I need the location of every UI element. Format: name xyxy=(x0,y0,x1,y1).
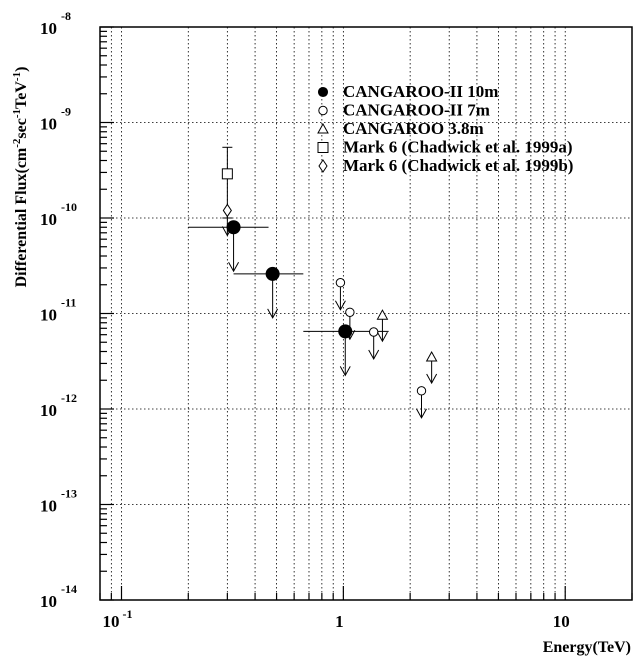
axis-ticks xyxy=(99,26,633,601)
y-axis-title-sup-b: -2 xyxy=(11,138,23,148)
legend-label: CANGAROO-II 10m xyxy=(343,82,498,101)
upper-limit-arrow xyxy=(228,227,240,273)
y-axis-title: Differential Flux(cm-2sec-1TeV-1) xyxy=(11,67,30,288)
data-point xyxy=(416,386,427,396)
y-tick-exponent: -10 xyxy=(61,200,77,214)
upper-limit-arrow-head xyxy=(344,330,356,341)
data-point xyxy=(265,266,280,281)
grid xyxy=(99,26,633,601)
upper-limit-arrow-head xyxy=(339,366,351,377)
x-tick-label: 10 -1 xyxy=(103,607,133,631)
x-tick-label: 10 xyxy=(553,612,570,631)
series-open-circle xyxy=(334,278,427,419)
upper-limit-arrow xyxy=(339,331,351,377)
x-tick-label: 1 xyxy=(335,612,344,631)
data-point xyxy=(345,307,355,317)
legend-marker xyxy=(318,159,328,173)
series-open-triangle xyxy=(376,309,438,385)
legend-entry: CANGAROO-II 7m xyxy=(318,101,490,120)
y-tick-label: 10 -13 xyxy=(40,487,77,516)
upper-limit-arrow-head xyxy=(267,308,279,319)
upper-limit-arrow-head xyxy=(368,349,380,361)
y-tick-label: 10 -11 xyxy=(40,296,76,325)
x-tick-labels: 10 -1 1 10 xyxy=(103,607,570,631)
upper-limit-arrow-head xyxy=(334,300,346,311)
y-tick-label: 10 -14 xyxy=(40,582,77,611)
y-axis-title-part-c: sec xyxy=(13,118,30,138)
y-tick-exponent: -13 xyxy=(61,487,77,501)
y-axis-title-sup-d: -1 xyxy=(11,109,23,118)
y-tick-base: 10 xyxy=(40,497,57,516)
x-axis-title: Energy(TeV) xyxy=(543,639,631,656)
y-tick-exponent: -9 xyxy=(61,105,71,119)
legend-marker xyxy=(317,122,329,134)
y-tick-exponent: -8 xyxy=(61,9,71,23)
upper-limit-arrow-head xyxy=(426,373,438,385)
y-tick-exponent: -11 xyxy=(61,296,76,310)
data-marks xyxy=(188,146,438,419)
y-tick-label: 10 -12 xyxy=(40,391,77,420)
data-point xyxy=(222,203,232,218)
x-tick-base: 10 xyxy=(103,612,120,631)
legend-marker xyxy=(318,105,328,116)
series-filled-circle xyxy=(188,220,389,377)
legend-marker xyxy=(317,142,329,153)
legend-entry: CANGAROO-II 10m xyxy=(317,82,498,101)
y-tick-base: 10 xyxy=(40,306,57,325)
upper-limit-arrow-head xyxy=(228,262,240,273)
y-tick-labels: 10 -8 10 -9 10 -10 10 -11 10 -12 10 -13 10 -14 xyxy=(40,9,77,611)
y-tick-exponent: -12 xyxy=(61,391,77,405)
y-tick-base: 10 xyxy=(40,592,57,611)
legend-entry: CANGAROO 3.8m xyxy=(317,119,484,138)
legend-marker xyxy=(317,86,329,98)
legend-label: CANGAROO-II 7m xyxy=(343,101,490,120)
data-point xyxy=(335,278,346,288)
data-point xyxy=(425,351,438,362)
legend-entry: Mark 6 (Chadwick et al. 1999a) xyxy=(317,138,572,157)
upper-limit-arrow xyxy=(267,273,279,319)
legend-label: Mark 6 (Chadwick et al. 1999b) xyxy=(343,156,573,175)
y-tick-base: 10 xyxy=(40,210,57,229)
legend-label: Mark 6 (Chadwick et al. 1999a) xyxy=(343,138,572,157)
y-tick-label: 10 -8 xyxy=(40,9,71,38)
y-axis-title-sup-f: -1 xyxy=(11,72,23,81)
x-tick-base: 1 xyxy=(335,612,344,631)
x-tick-base: 10 xyxy=(553,612,570,631)
y-tick-exponent: -14 xyxy=(61,582,77,596)
y-tick-base: 10 xyxy=(40,115,57,134)
data-point xyxy=(376,309,389,320)
y-axis-title-part-a: Differential Flux(cm xyxy=(13,147,30,287)
y-tick-label: 10 -10 xyxy=(40,200,77,229)
legend-entry: Mark 6 (Chadwick et al. 1999b) xyxy=(318,156,573,175)
x-tick-exponent: -1 xyxy=(123,607,133,621)
y-tick-label: 10 -9 xyxy=(40,105,71,134)
y-tick-base: 10 xyxy=(40,401,57,420)
data-point xyxy=(368,327,379,337)
y-axis-title-part-g: ) xyxy=(13,67,30,72)
upper-limit-arrow-head xyxy=(376,331,388,343)
y-axis-title-part-e: TeV xyxy=(13,81,30,109)
legend-label: CANGAROO 3.8m xyxy=(343,119,484,138)
series-open-diamond xyxy=(221,203,233,237)
data-point xyxy=(221,168,233,180)
y-tick-base: 10 xyxy=(40,19,57,38)
upper-limit-arrow-head xyxy=(221,226,233,237)
upper-limit-arrow-head xyxy=(416,408,427,419)
